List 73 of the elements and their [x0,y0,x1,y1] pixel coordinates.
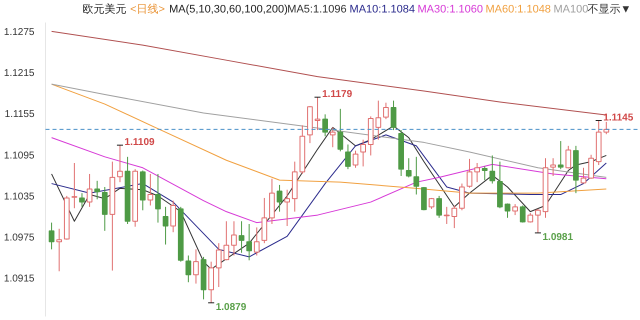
y-tick-label: 1.1275 [4,26,35,38]
candlestick [276,184,282,212]
candlestick [550,158,556,177]
candlestick [565,145,572,169]
text: MA60:1.1048 [485,4,551,16]
text: 1.1179 [322,89,352,100]
text: 1.1109 [124,137,155,148]
candlestick [375,100,382,140]
candlestick [580,167,586,184]
candlestick [238,220,244,254]
candlestick [390,100,396,131]
candlestick [216,242,222,288]
y-tick-label: 1.1155 [4,109,35,120]
candlestick [489,154,496,184]
candlestick [482,166,488,181]
candlestick [155,173,161,224]
y-tick-label: 1.0915 [4,274,35,285]
candlestick [345,144,351,170]
candlestick [208,261,214,304]
candlestick [193,248,199,284]
candlestick [512,204,518,216]
candlestick [558,140,564,170]
y-tick-label: 1.1035 [4,191,35,202]
candlestick [337,108,344,152]
candlestick [186,255,192,283]
candlestick [246,223,252,261]
candlestick [413,156,420,196]
candlestick [474,162,480,183]
candlestick [421,186,427,211]
text: MA(5,10,30,60,100,200) [169,4,288,16]
candlestick [383,102,389,120]
text: MA5:1.1096 [287,4,347,16]
candlestick [86,173,92,208]
candlestick [231,220,237,256]
candlestick [162,206,168,246]
candlestick [79,192,85,208]
text: 1.0981 [542,232,574,243]
candlestick [444,206,450,224]
candlestick [322,114,328,137]
text: 1.0879 [216,302,246,313]
candlestick [148,173,154,206]
line-series [51,137,607,224]
chart-title: 欧元美元 [82,2,127,16]
candlestick [451,204,458,229]
candlestick [94,180,100,200]
candlestick [254,226,260,256]
candlestick [330,126,336,148]
candlestick [436,195,442,218]
candlestick [48,222,54,250]
candlestick [170,200,176,233]
y-tick-label: 1.1215 [4,68,35,80]
text: 1.1145 [603,112,634,124]
y-tick-label: 1.1095 [4,150,35,162]
y-tick-label: 1.0975 [4,232,35,244]
candlestick [459,183,465,211]
candlestick [72,162,78,209]
candlestick [261,197,268,244]
candlestick [352,150,358,168]
candlestick [466,158,472,188]
candlestick [284,189,290,227]
candlestick [360,139,366,167]
candlestick [117,144,123,183]
text: 不显示▼ [587,4,632,16]
chart-subtitle: <日线> [130,2,165,16]
candlestick [56,228,62,272]
candlestick [102,186,108,232]
text: MA100 [553,4,588,16]
text: MA30:1.1060 [418,4,483,16]
candlestick [588,154,594,180]
candlestick [406,158,412,178]
text: MA10:1.1084 [350,4,415,16]
candlestick [520,204,526,224]
candlestick [224,220,230,261]
